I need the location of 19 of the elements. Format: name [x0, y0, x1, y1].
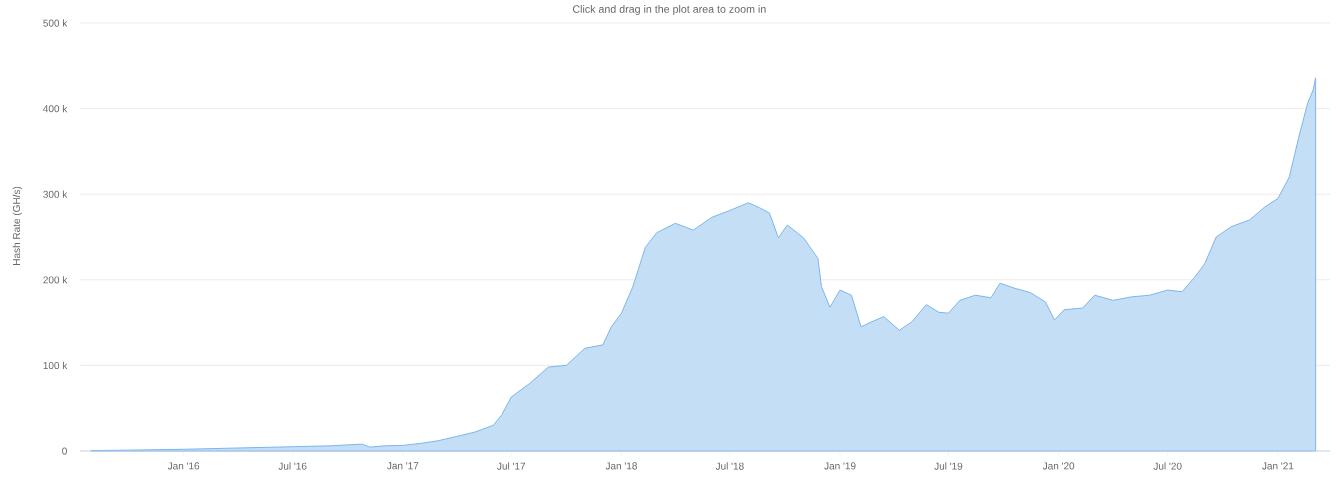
x-tick-label: Jul '17 [497, 462, 526, 470]
y-tick-label: 300 k [43, 190, 68, 198]
x-tick-label: Jan '21 [1262, 462, 1294, 470]
chart-subtitle: Click and drag in the plot area to zoom in [572, 5, 766, 15]
y-tick-label: 200 k [43, 276, 68, 284]
x-tick-label: Jan '20 [1042, 462, 1075, 470]
y-axis-title: Hash Rate (GH/s) [12, 186, 23, 265]
y-tick-label: 400 k [43, 104, 68, 113]
y-tick-label: 100 k [43, 361, 68, 370]
x-tick-label: Jul '18 [715, 462, 744, 470]
y-tick-label: 500 k [43, 19, 68, 27]
x-tick-label: Jan '18 [605, 462, 637, 470]
y-tick-label: 0 [62, 447, 67, 455]
x-tick-label: Jan '19 [824, 462, 856, 470]
x-tick-label: Jul '20 [1153, 462, 1182, 470]
x-tick-label: Jan '17 [387, 462, 419, 470]
x-tick-label: Jul '16 [278, 462, 307, 470]
x-tick-label: Jul '19 [934, 462, 963, 470]
x-tick-label: Jan '16 [167, 462, 200, 470]
